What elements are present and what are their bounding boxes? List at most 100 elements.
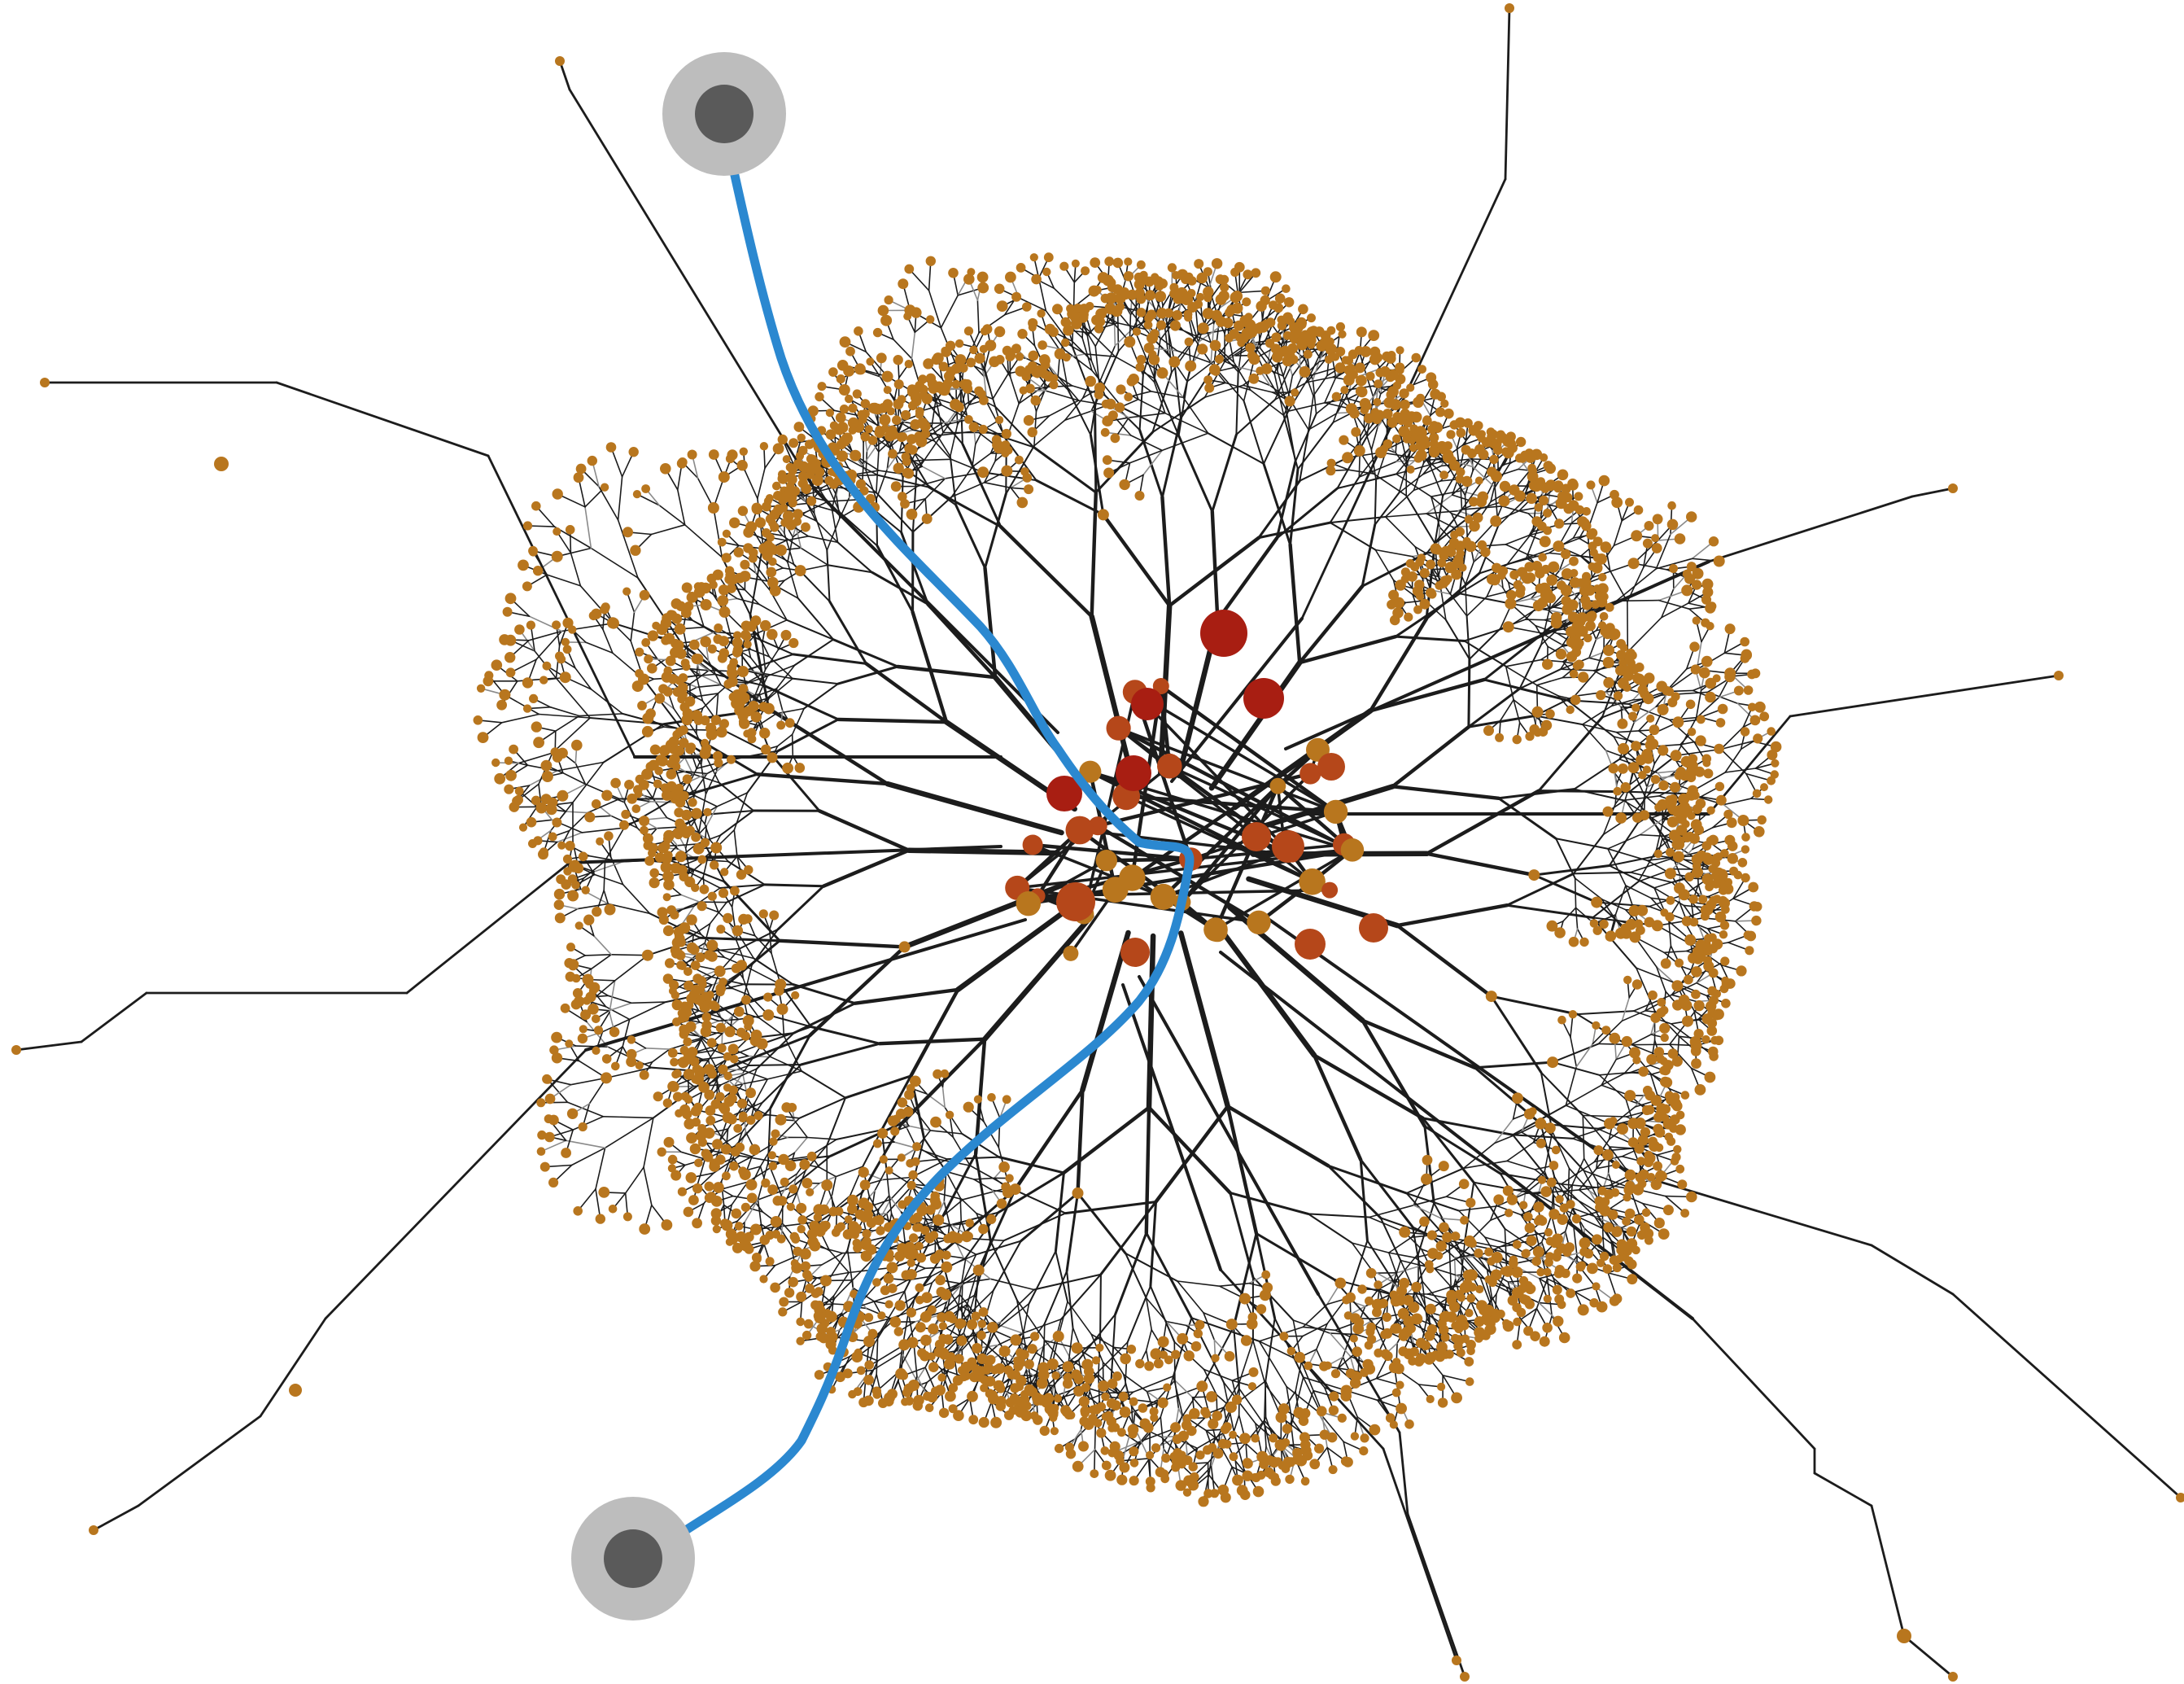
branch-segment	[1250, 389, 1285, 417]
leaf-node	[1698, 667, 1710, 679]
branch-segment	[1442, 1375, 1470, 1383]
branch-segment	[1064, 1201, 1158, 1215]
branch-segment	[757, 467, 766, 500]
branch-segment	[983, 460, 996, 483]
branch-segment	[682, 905, 696, 925]
branch-segment	[1064, 397, 1084, 422]
branch-segment	[568, 845, 1002, 864]
branch-segment	[1615, 567, 1658, 602]
branch-segment	[540, 1139, 567, 1153]
branch-segment	[701, 693, 719, 709]
branch-segment	[1144, 1105, 1151, 1236]
branch-segment	[1057, 375, 1080, 401]
branch-segment	[1203, 1312, 1216, 1341]
branch-segment	[889, 1176, 912, 1201]
branch-segment	[945, 1170, 961, 1199]
branch-segment	[1379, 1217, 1402, 1262]
branch-segment	[719, 1131, 743, 1147]
leaf-node	[1740, 654, 1750, 663]
branch-segment	[800, 547, 829, 566]
branch-segment	[1149, 1285, 1176, 1343]
branch-segment	[1312, 1053, 1425, 1121]
branch-segment	[1504, 1227, 1540, 1253]
branch-segment	[1299, 428, 1310, 482]
branch-segment	[1505, 872, 1575, 907]
branch-segment	[1426, 1285, 1454, 1295]
branch-segment	[699, 936, 781, 943]
branch-segment	[828, 600, 868, 665]
branch-segment	[1595, 647, 1605, 673]
branch-segment	[880, 1074, 912, 1131]
branch-segment	[806, 501, 817, 522]
branch-segment	[565, 1139, 606, 1149]
branch-segment	[1067, 1301, 1092, 1336]
branch-segment	[1160, 1416, 1164, 1450]
branch-segment	[1057, 1301, 1068, 1337]
branch-segment	[1258, 1341, 1287, 1388]
branch-segment	[1361, 523, 1377, 588]
branch-segment	[628, 1001, 667, 1021]
branch-segment	[1082, 325, 1096, 348]
branch-segment	[832, 638, 899, 668]
branch-segment	[1723, 798, 1752, 806]
branch-segment	[924, 478, 946, 500]
branch-segment	[568, 88, 815, 490]
branch-segment	[945, 1170, 975, 1180]
branch-segment	[731, 906, 736, 929]
branch-segment	[909, 987, 960, 1078]
branch-segment	[933, 440, 952, 461]
branch-segment	[696, 684, 722, 689]
branch-segment	[992, 1240, 1022, 1292]
branch-segment	[1902, 1634, 1955, 1678]
branch-segment	[674, 905, 696, 912]
branch-segment	[1571, 1157, 1585, 1186]
branch-segment	[1149, 1428, 1175, 1459]
branch-segment	[1316, 1323, 1328, 1350]
branch-segment	[1374, 1325, 1421, 1348]
branch-segment	[1525, 545, 1560, 559]
branch-segment	[797, 597, 835, 641]
branch-segment	[649, 800, 675, 803]
branch-segment	[868, 1196, 881, 1216]
branch-segment	[1154, 378, 1180, 437]
branch-segment	[636, 493, 661, 506]
branch-segment	[623, 801, 638, 829]
branch-segment	[793, 1119, 809, 1139]
branch-segment	[1671, 982, 1697, 996]
branch-segment	[1225, 382, 1251, 391]
branch-segment	[731, 1181, 749, 1206]
branch-segment	[786, 1170, 806, 1187]
branch-segment	[1870, 1504, 1906, 1638]
branch-segment	[753, 561, 769, 582]
branch-segment	[769, 753, 821, 812]
branch-segment	[775, 707, 805, 715]
branch-segment	[1153, 381, 1166, 414]
branch-segment	[1582, 705, 1613, 725]
branch-segment	[888, 1195, 902, 1213]
branch-segment	[871, 571, 929, 606]
branch-segment	[776, 718, 840, 753]
branch-segment	[1147, 1105, 1233, 1195]
branch-segment	[761, 642, 767, 671]
branch-segment	[1467, 687, 1522, 728]
branch-segment	[1535, 1192, 1579, 1218]
branch-segment	[617, 519, 639, 579]
branch-segment	[1203, 384, 1244, 398]
branch-segment	[595, 1147, 606, 1190]
branch-segment	[15, 1040, 83, 1052]
branch-segment	[1478, 557, 1527, 575]
branch-segment	[1655, 823, 1663, 851]
branch-segment	[1066, 1270, 1074, 1329]
branch-segment	[749, 648, 771, 658]
branch-segment	[742, 1078, 769, 1085]
branch-segment	[1173, 1385, 1203, 1430]
branch-segment	[825, 482, 841, 514]
branch-segment	[1164, 327, 1169, 354]
branch-segment	[1093, 404, 1098, 494]
branch-segment	[1396, 923, 1494, 999]
branch-segment	[1636, 967, 1679, 986]
branch-segment	[80, 991, 148, 1043]
branch-segment	[1561, 1161, 1596, 1185]
branch-segment	[793, 1136, 809, 1154]
branch-segment	[1506, 1141, 1535, 1162]
